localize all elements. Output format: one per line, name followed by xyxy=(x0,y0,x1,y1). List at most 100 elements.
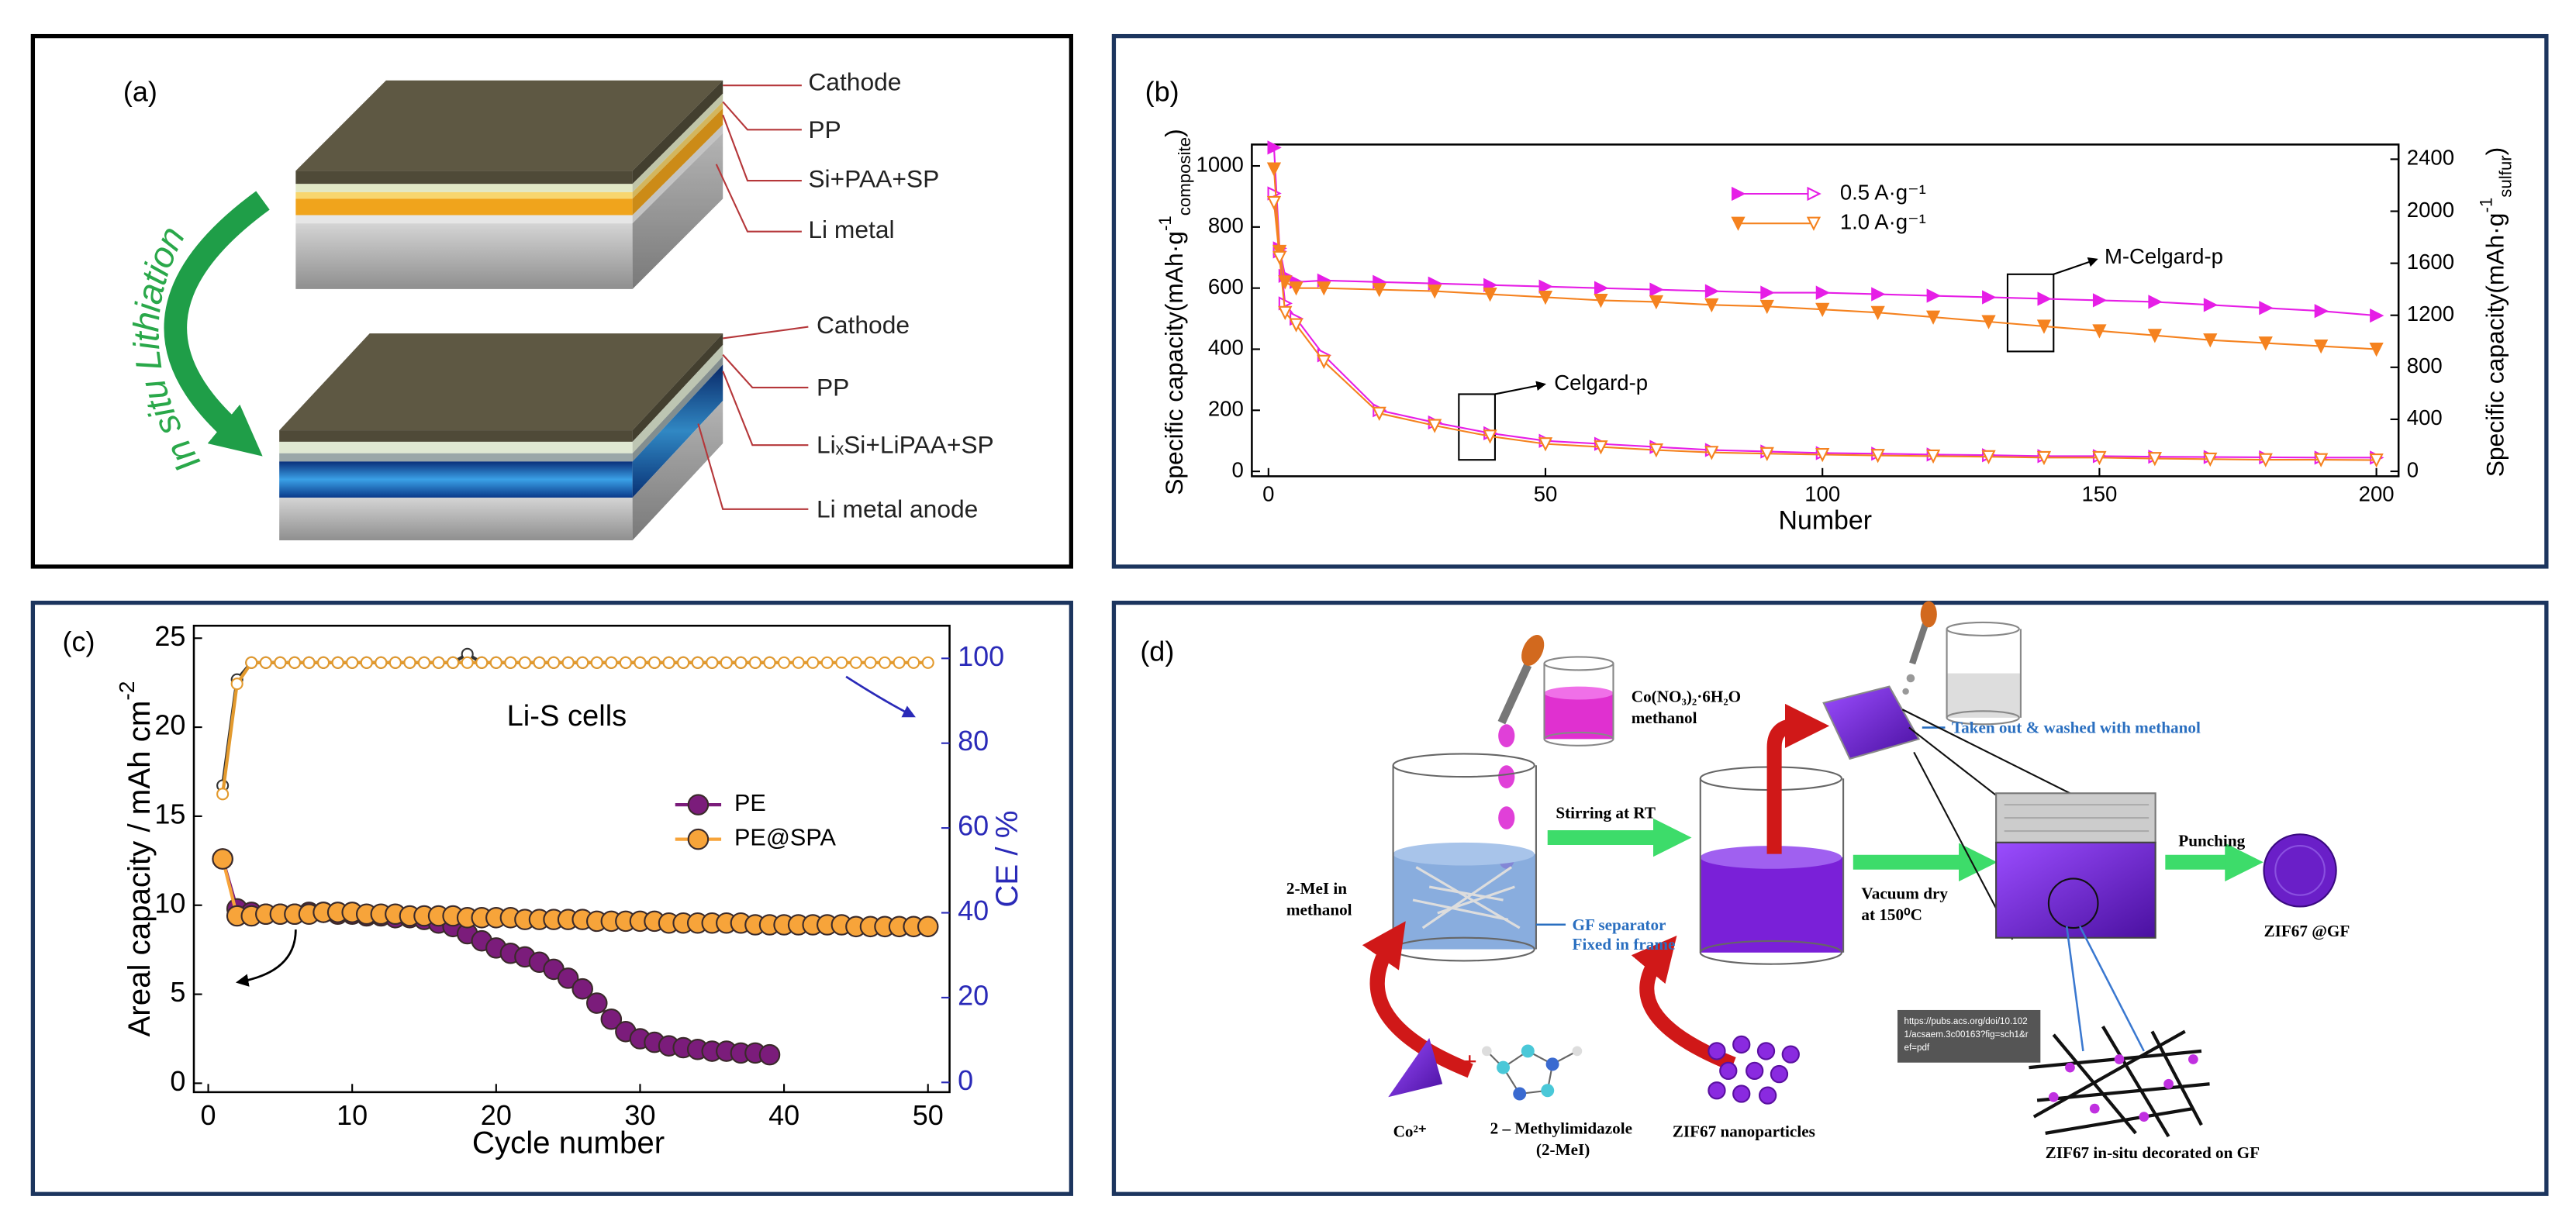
marker xyxy=(806,656,820,669)
y-tick-label: 0 xyxy=(170,1065,185,1097)
leader-line xyxy=(715,164,802,233)
marker xyxy=(1871,287,1886,302)
marker xyxy=(820,656,834,669)
marker xyxy=(212,848,233,870)
axis-title-part: ) xyxy=(1160,129,1188,137)
tray xyxy=(1822,685,1921,760)
marker xyxy=(687,794,710,815)
marker xyxy=(687,828,710,850)
layer-front xyxy=(279,453,633,462)
layer-front xyxy=(295,198,633,216)
molecule xyxy=(1481,1044,1583,1101)
y-tick-label: 25 xyxy=(154,620,185,652)
marker xyxy=(792,656,805,669)
series-line xyxy=(1272,168,2377,350)
x-tick-label: 100 xyxy=(1804,481,1840,505)
layer-label: Cathode xyxy=(817,311,910,339)
marker xyxy=(2037,291,2052,306)
layer-side xyxy=(632,125,723,224)
x-tick-label: 30 xyxy=(624,1099,655,1131)
marker xyxy=(571,978,593,1000)
y-tick-label: 200 xyxy=(1208,397,1244,421)
marker xyxy=(230,678,243,691)
marker xyxy=(634,656,647,669)
cobalt-icon xyxy=(1388,1037,1443,1098)
marker xyxy=(1278,305,1293,320)
layer-side-shade xyxy=(632,356,723,462)
layer-front xyxy=(295,191,633,199)
marker xyxy=(2258,336,2273,351)
marker xyxy=(748,656,762,669)
marker xyxy=(1704,284,1720,298)
solution: methanol xyxy=(1286,901,1352,919)
marker xyxy=(2092,293,2108,308)
layer-side xyxy=(632,344,723,453)
leader-line xyxy=(722,101,802,131)
marker xyxy=(288,656,301,669)
marker xyxy=(1926,288,1941,303)
layer-side xyxy=(632,102,723,199)
y2-tick-label: 2000 xyxy=(2407,198,2454,222)
layer-side-shade xyxy=(632,93,723,192)
marker xyxy=(2370,308,2384,323)
url-box xyxy=(1897,1009,2041,1063)
marker xyxy=(1870,449,1885,464)
y2-tick-label: 800 xyxy=(2407,353,2443,378)
layer-labels: Cathode PP Si+PAA+SP Li metal Cathode PP… xyxy=(808,67,993,522)
marker xyxy=(547,656,561,669)
y-axis-title: Areal capacity / mAh cm-2 xyxy=(115,681,157,1037)
marker xyxy=(2092,324,2107,339)
marker xyxy=(893,656,906,669)
annotation-box xyxy=(2006,273,2055,353)
source-arrow xyxy=(1362,921,1473,1078)
reagent-beaker xyxy=(1543,656,1614,747)
marker xyxy=(662,656,675,669)
marker xyxy=(1925,310,1941,325)
scheme-graphics xyxy=(1362,601,2337,1138)
axis-title-part: Specific capacity(mAh·g xyxy=(2481,213,2509,478)
layer-side xyxy=(632,93,723,192)
marker xyxy=(1594,440,1608,455)
marker xyxy=(1266,162,1282,177)
marker xyxy=(605,656,618,669)
layer-side xyxy=(632,133,723,289)
axis-title-part: -1 xyxy=(2477,198,2496,213)
source-arrow xyxy=(1631,935,1736,1071)
layer-side xyxy=(632,356,723,462)
leader-lines xyxy=(697,84,809,510)
marker xyxy=(317,656,330,669)
x-tick-label: 40 xyxy=(768,1099,799,1131)
marker xyxy=(1759,447,1774,462)
y2-tick-label: 1200 xyxy=(2407,302,2454,326)
solution: 2-MeI in xyxy=(1286,879,1347,898)
marker xyxy=(403,656,416,669)
marker xyxy=(1731,216,1746,231)
marker xyxy=(388,656,402,669)
layer-label: PP xyxy=(808,116,841,143)
scheme-labels: Co(NO₃)₂·6H₂O methanol Taken out & washe… xyxy=(1286,687,2350,1162)
panel-b-frame xyxy=(1111,33,2549,569)
layer-front xyxy=(279,430,633,442)
layer-side-shade xyxy=(632,102,723,199)
axis-title-part: -2 xyxy=(115,681,140,701)
layer-side-shade xyxy=(632,133,723,289)
marker xyxy=(331,656,344,669)
marker xyxy=(1760,285,1775,300)
layer-label: LiₓSi+LiPAA+SP xyxy=(817,431,994,459)
marker xyxy=(1807,186,1822,202)
zoom-lines xyxy=(2065,926,2145,1052)
marker xyxy=(1272,250,1287,266)
mesh xyxy=(2029,1026,2210,1138)
axis-title-part: CE / % xyxy=(989,810,1024,907)
y-tick-label: 400 xyxy=(1208,336,1244,360)
plot-frame xyxy=(192,624,951,1094)
marker xyxy=(1317,281,1331,296)
marker xyxy=(216,788,230,801)
marker xyxy=(619,656,632,669)
marker xyxy=(302,656,316,669)
marker xyxy=(1806,216,1822,231)
marker xyxy=(1649,282,1664,297)
y2-tick-label: 400 xyxy=(2407,405,2443,429)
layer-label: PP xyxy=(817,374,849,402)
leader-line xyxy=(697,423,809,510)
